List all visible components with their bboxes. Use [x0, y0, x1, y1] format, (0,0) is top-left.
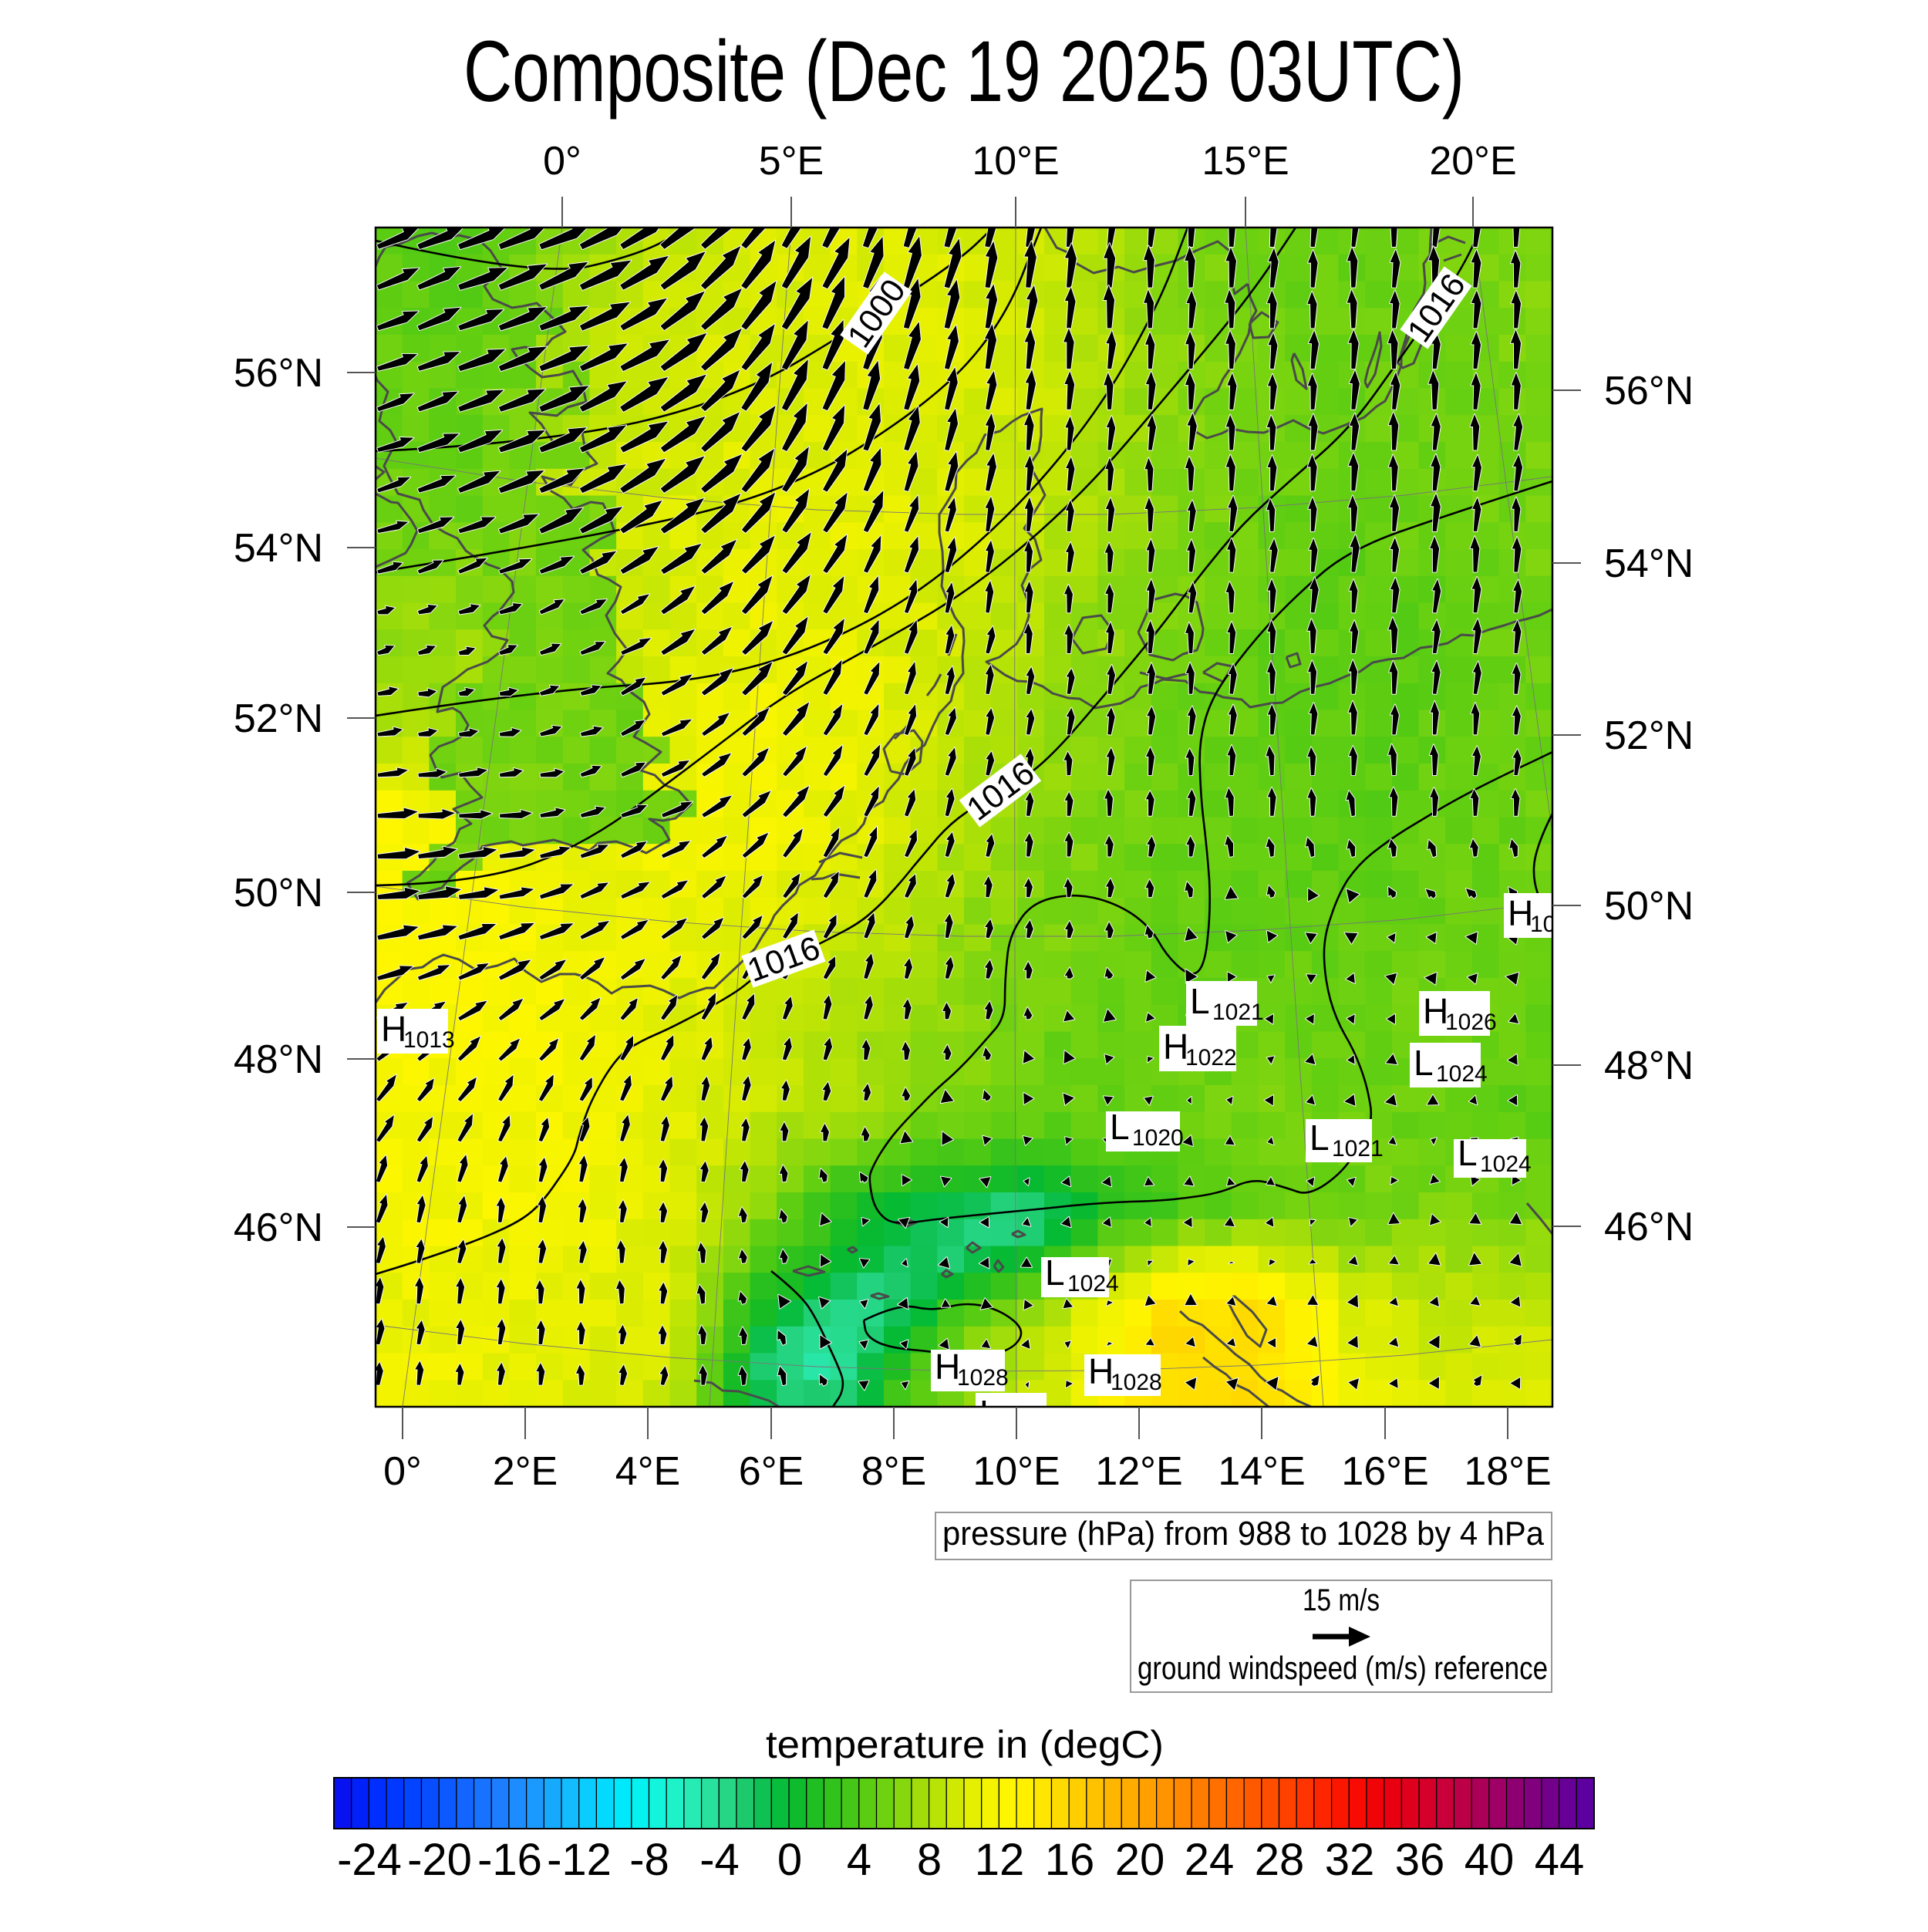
svg-text:54°N: 54°N [1604, 541, 1694, 586]
svg-text:L: L [979, 1393, 999, 1433]
svg-text:28: 28 [1255, 1835, 1305, 1885]
svg-text:10: 10 [1530, 912, 1556, 937]
svg-text:16: 16 [1045, 1835, 1095, 1885]
svg-text:8°E: 8°E [861, 1449, 926, 1494]
svg-text:L: L [1309, 1118, 1330, 1158]
svg-text:-8: -8 [629, 1835, 669, 1885]
svg-text:pressure (hPa) from 988 to 102: pressure (hPa) from 988 to 1028 by 4 hPa [942, 1515, 1544, 1553]
svg-text:0: 0 [777, 1835, 802, 1885]
svg-text:H: H [935, 1347, 960, 1387]
svg-text:1021: 1021 [1332, 1136, 1384, 1162]
svg-text:15 m/s: 15 m/s [1303, 1583, 1380, 1617]
svg-text:56°N: 56°N [234, 351, 323, 396]
svg-text:14°E: 14°E [1218, 1449, 1305, 1494]
svg-text:-12: -12 [547, 1835, 612, 1885]
svg-text:10°E: 10°E [972, 1449, 1060, 1494]
svg-text:L: L [1110, 1107, 1130, 1147]
svg-text:1020: 1020 [1132, 1125, 1184, 1151]
svg-text:6°E: 6°E [739, 1449, 804, 1494]
svg-text:1021: 1021 [1212, 1000, 1264, 1025]
svg-text:H: H [381, 1009, 406, 1049]
svg-text:H: H [1423, 991, 1448, 1031]
svg-text:40: 40 [1465, 1835, 1515, 1885]
svg-text:52°N: 52°N [1604, 713, 1694, 758]
svg-text:L: L [1190, 981, 1210, 1021]
svg-text:H: H [1163, 1027, 1188, 1067]
svg-text:L: L [1045, 1253, 1065, 1293]
svg-text:44: 44 [1535, 1835, 1585, 1885]
svg-text:32: 32 [1325, 1835, 1375, 1885]
svg-text:L: L [1458, 1133, 1478, 1173]
svg-text:1028: 1028 [957, 1365, 1009, 1391]
svg-text:52°N: 52°N [234, 696, 323, 741]
svg-text:1026: 1026 [1445, 1010, 1497, 1035]
svg-text:16°E: 16°E [1341, 1449, 1428, 1494]
svg-text:2°E: 2°E [493, 1449, 558, 1494]
svg-text:1022: 1022 [1185, 1045, 1237, 1071]
svg-text:-20: -20 [407, 1835, 472, 1885]
svg-text:-24: -24 [337, 1835, 402, 1885]
svg-text:20: 20 [1115, 1835, 1165, 1885]
svg-text:-16: -16 [477, 1835, 542, 1885]
svg-text:8: 8 [917, 1835, 942, 1885]
svg-text:5°E: 5°E [759, 139, 824, 184]
svg-text:54°N: 54°N [234, 526, 323, 571]
svg-text:0°: 0° [543, 139, 581, 184]
svg-text:10°E: 10°E [972, 139, 1059, 184]
svg-text:1024: 1024 [1436, 1061, 1488, 1087]
svg-text:24: 24 [1185, 1835, 1235, 1885]
svg-text:1028: 1028 [1111, 1370, 1162, 1395]
svg-text:46°N: 46°N [234, 1205, 323, 1250]
svg-text:48°N: 48°N [234, 1037, 323, 1082]
svg-text:20°E: 20°E [1429, 139, 1516, 184]
svg-text:Composite (Dec 19 2025 03UTC): Composite (Dec 19 2025 03UTC) [463, 23, 1465, 120]
svg-text:1024: 1024 [1067, 1271, 1119, 1296]
svg-text:36: 36 [1395, 1835, 1445, 1885]
svg-text:0°: 0° [383, 1449, 422, 1494]
svg-text:1024: 1024 [1480, 1151, 1532, 1177]
svg-text:15°E: 15°E [1202, 139, 1289, 184]
svg-text:12°E: 12°E [1095, 1449, 1182, 1494]
svg-text:H: H [1088, 1351, 1114, 1391]
svg-text:50°N: 50°N [234, 871, 323, 915]
svg-text:-4: -4 [699, 1835, 740, 1885]
svg-text:L: L [1414, 1043, 1434, 1083]
svg-text:ground windspeed (m/s) referen: ground windspeed (m/s) reference [1138, 1650, 1548, 1686]
svg-text:50°N: 50°N [1604, 884, 1694, 929]
svg-text:H: H [1508, 893, 1533, 933]
svg-text:18°E: 18°E [1464, 1449, 1551, 1494]
svg-text:1013: 1013 [403, 1027, 455, 1053]
svg-text:56°N: 56°N [1604, 369, 1694, 413]
svg-text:48°N: 48°N [1604, 1044, 1694, 1088]
svg-text:46°N: 46°N [1604, 1205, 1694, 1249]
svg-text:4: 4 [847, 1835, 871, 1885]
svg-text:4°E: 4°E [615, 1449, 680, 1494]
svg-text:temperature in (degC): temperature in (degC) [766, 1723, 1164, 1766]
svg-text:12: 12 [975, 1835, 1025, 1885]
